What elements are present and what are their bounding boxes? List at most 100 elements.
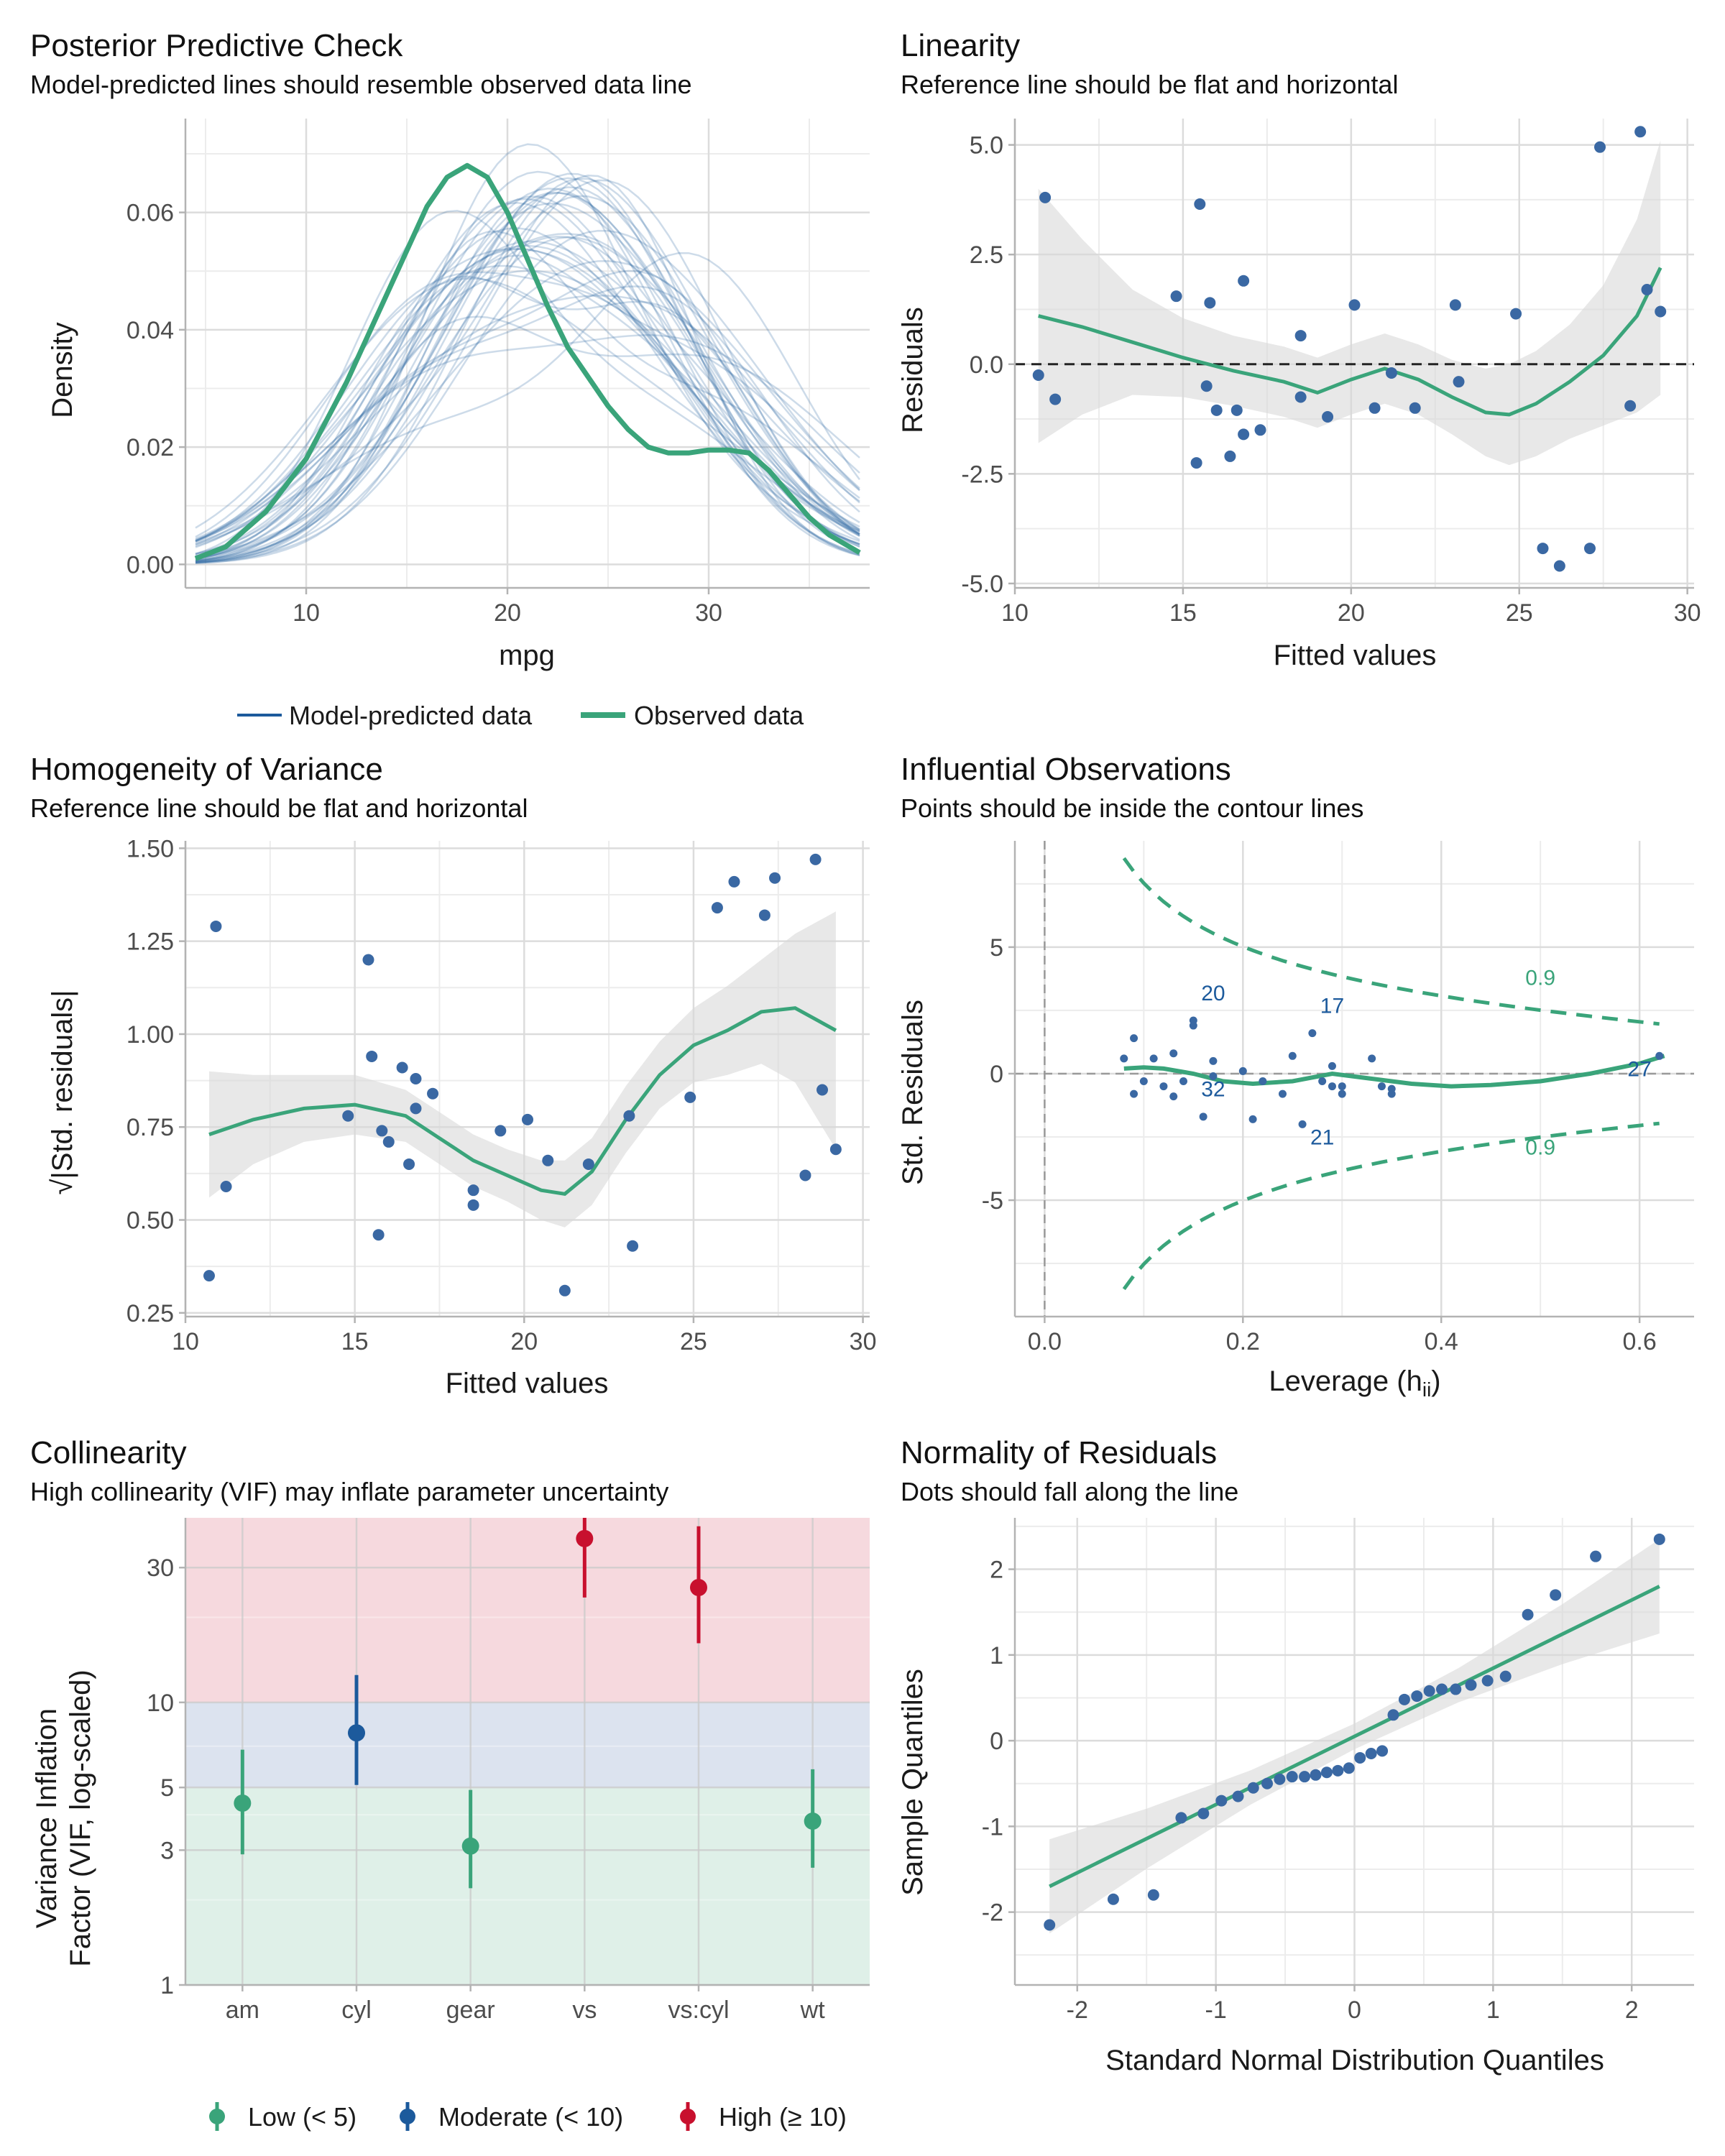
ppc-model-curve — [195, 198, 860, 558]
ppc-model-curve — [195, 270, 860, 541]
panel-influential: Influential Observations Points should b… — [897, 752, 1694, 1401]
linearity-point — [1194, 198, 1206, 211]
influential-point — [1189, 1016, 1197, 1025]
normality-point — [1411, 1690, 1423, 1703]
ppc-model-curve — [195, 192, 860, 563]
homogeneity-point — [362, 954, 374, 966]
ppc-model-curve — [195, 201, 860, 556]
collinearity-zone-high — [185, 1518, 870, 1703]
normality-point — [1310, 1769, 1322, 1781]
nor-x-tick-label: -2 — [1067, 1996, 1088, 2024]
lin-y-tick-label: -2.5 — [961, 461, 1003, 488]
nor-y-tick-label: 2 — [990, 1557, 1003, 1584]
inf-x-tick-label: 0.4 — [1425, 1328, 1458, 1355]
ppc-model-curve — [195, 172, 860, 559]
ppc-model-curve — [195, 202, 860, 564]
influential-point — [1159, 1082, 1168, 1091]
normality-point — [1423, 1685, 1435, 1697]
legend-low-label: Low (< 5) — [248, 2102, 356, 2132]
legend-moderate-label: Moderate (< 10) — [438, 2102, 623, 2132]
panel-collinearity: Collinearity High collinearity (VIF) may… — [30, 1435, 870, 2132]
homogeneity-point — [769, 872, 781, 884]
homogeneity-smooth-line — [208, 1006, 837, 1196]
linearity-point — [1553, 560, 1565, 572]
influential-point — [1288, 1051, 1297, 1060]
ppc-model-curve — [195, 177, 860, 560]
linearity-point — [1254, 424, 1266, 436]
legend-moderate-key-dot — [400, 2109, 415, 2124]
influential-point-label: 21 — [1310, 1126, 1334, 1150]
homogeneity-point — [542, 1154, 554, 1166]
normality-point — [1232, 1790, 1244, 1802]
ppc-y-tick-label: 0.06 — [126, 200, 174, 227]
homogeneity-point — [210, 920, 222, 932]
homogeneity-point — [816, 1084, 829, 1096]
ppc-model-curve — [195, 236, 860, 561]
homogeneity-loess-curve — [208, 1006, 837, 1196]
linearity-point — [1624, 400, 1637, 412]
normality-axes: -2 -1 0 1 2 -2 -1 0 1 2 — [982, 1518, 1694, 2024]
inf-x-tick-label: 0.2 — [1226, 1328, 1260, 1355]
inf-y-tick-label: -5 — [982, 1187, 1003, 1215]
linearity-smooth-line — [1038, 267, 1662, 417]
homogeneity-point — [382, 1135, 395, 1148]
influential-point — [1377, 1082, 1386, 1091]
collinearity-x-tick-label: am — [226, 1996, 259, 2024]
hom-y-tick-label: 1.50 — [126, 835, 174, 862]
normality-point — [1450, 1683, 1462, 1695]
homogeneity-point — [829, 1143, 842, 1156]
nor-y-tick-label: -1 — [982, 1813, 1003, 1841]
collinearity-x-tick-label: gear — [446, 1996, 495, 2024]
homogeneity-point — [203, 1270, 215, 1282]
legend-model-label: Model-predicted data — [289, 701, 533, 730]
influential-point — [1120, 1054, 1128, 1063]
hom-x-tick-label: 20 — [510, 1328, 538, 1355]
collinearity-estimates — [234, 1518, 822, 1889]
homogeneity-point — [799, 1169, 811, 1181]
ppc-model-curve — [195, 229, 860, 563]
normality-title: Normality of Residuals — [901, 1435, 1217, 1470]
legend-high-key-dot — [680, 2109, 696, 2124]
nor-x-tick-label: -1 — [1205, 1996, 1227, 2024]
homogeneity-point — [467, 1199, 479, 1211]
normality-point — [1481, 1674, 1494, 1687]
panel-homogeneity: Homogeneity of Variance Reference line s… — [30, 752, 876, 1399]
influential-point — [1298, 1120, 1307, 1128]
linearity-point — [1224, 450, 1236, 462]
influential-point — [1209, 1072, 1218, 1080]
influential-point — [1308, 1029, 1317, 1038]
homogeneity-xlabel: Fitted values — [446, 1368, 609, 1399]
ppc-observed-line — [194, 162, 861, 561]
linearity-subtitle: Reference line should be flat and horizo… — [901, 70, 1398, 99]
collinearity-y-tick-label: 3 — [160, 1837, 174, 1864]
collinearity-point-vs — [576, 1529, 594, 1547]
collinearity-point-vs-cyl — [690, 1578, 707, 1596]
linearity-point — [1409, 402, 1421, 414]
inf-y-tick-label: 5 — [990, 934, 1003, 962]
ppc-y-tick-label: 0.02 — [126, 434, 174, 461]
ppc-model-curve — [195, 264, 860, 543]
nor-y-tick-label: 0 — [990, 1728, 1003, 1755]
homogeneity-point — [410, 1102, 422, 1115]
homogeneity-point — [220, 1180, 232, 1192]
ppc-model-curve — [195, 271, 860, 556]
normality-point — [1550, 1589, 1562, 1601]
linearity-point — [1170, 290, 1182, 303]
normality-point — [1376, 1745, 1389, 1757]
normality-subtitle: Dots should fall along the line — [901, 1477, 1238, 1506]
ppc-y-tick-label: 0.04 — [126, 317, 174, 344]
influential-point-label: 20 — [1201, 982, 1225, 1005]
collinearity-y-tick-label: 30 — [147, 1554, 174, 1582]
ppc-model-curve — [195, 233, 860, 559]
ppc-model-curve — [195, 209, 860, 555]
ppc-model-curve — [195, 143, 860, 563]
normality-point — [1215, 1795, 1228, 1807]
normality-point — [1365, 1747, 1377, 1759]
normality-point — [1343, 1762, 1355, 1774]
influential-loess-curve — [1123, 1054, 1665, 1089]
ppc-model-curve — [195, 315, 860, 561]
ppc-model-curve — [195, 191, 860, 555]
ppc-legend: Model-predicted data Observed data — [237, 701, 804, 730]
ppc-x-tick-label: 30 — [695, 599, 722, 627]
